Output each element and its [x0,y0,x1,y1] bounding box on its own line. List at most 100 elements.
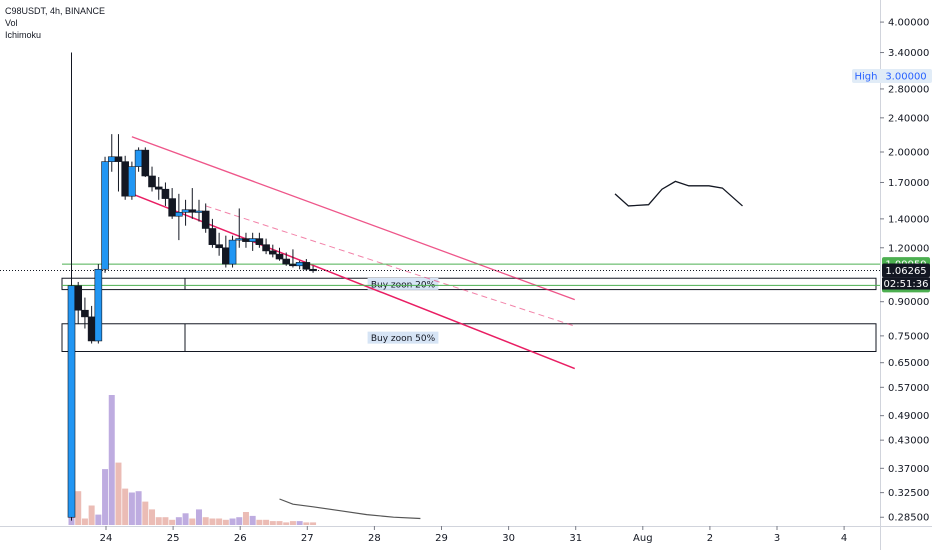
candle-body[interactable] [248,238,257,242]
candle-body[interactable] [81,309,89,318]
buy-zone-label: Buy zoon 50% [371,334,436,344]
x-tick-label: 29 [435,533,448,544]
channel-upper-line[interactable] [131,136,575,301]
candle-body[interactable] [74,285,83,311]
y-tick-label: 1.70000 [888,178,929,189]
volume-bar [162,517,169,525]
volume-bar [81,518,88,525]
y-tick-label: 0.90000 [888,297,929,308]
volume-bar [102,469,109,525]
x-tick-label: 2 [707,533,713,544]
x-tick-label: 26 [234,533,247,544]
channel-mid-line[interactable] [205,205,575,327]
candle-body[interactable] [262,244,270,252]
candle-body[interactable] [161,188,170,199]
volume-bar [269,521,276,525]
volume-bar [128,492,135,525]
buy-zone-label-bg [367,331,439,344]
candle-body[interactable] [107,156,116,162]
volume-ma-line [279,498,421,520]
volume-bar [256,519,263,525]
candle-body[interactable] [242,238,250,242]
volume-bar [216,518,223,525]
x-tick-label: 25 [167,533,180,544]
volume-bar [175,517,182,525]
candle-body[interactable] [148,175,156,188]
volume-bar [169,519,176,525]
volume-bar [249,515,256,525]
x-tick-label: Aug [633,533,653,544]
channel-lower-line[interactable] [131,193,576,370]
high-tag-bg[interactable] [852,69,932,84]
candle-body[interactable] [154,186,163,190]
volume-bar [296,521,303,525]
x-tick-label: 27 [301,533,314,544]
candle-body[interactable] [295,262,304,267]
candle-body[interactable] [255,238,264,245]
candle-body[interactable] [87,316,96,342]
candle-body[interactable] [309,268,317,272]
candle-body[interactable] [195,210,203,213]
volume-bar [95,514,102,525]
indicator-vol[interactable]: Vol [5,18,18,28]
volume-bar [209,518,216,525]
candle-body[interactable] [235,238,244,241]
candle-body[interactable] [114,156,123,162]
volume-bar [242,512,249,525]
volume-bar [75,491,82,525]
ichimoku-line [614,180,743,207]
volume-bar [122,488,129,525]
candle-body[interactable] [222,247,230,265]
candle-body[interactable] [121,161,129,197]
volume-bar [276,521,283,525]
buy-zone-2[interactable] [61,323,877,353]
x-tick-label: 28 [368,533,381,544]
countdown-bg [882,277,930,290]
y-tick-label: 0.65000 [888,358,929,369]
chart-legend: C98USDT, 4h, BINANCE Vol Ichimoku [5,5,105,41]
candle-body[interactable] [101,161,109,270]
volume-bar [115,462,122,525]
symbol-line[interactable]: C98USDT, 4h, BINANCE [5,6,106,16]
y-tick-label: 4.00000 [888,18,929,29]
volume-bar [303,522,310,525]
volume-bar [182,513,189,525]
high-tag-value: 3.00000 [885,72,926,83]
candle-body[interactable] [268,250,277,255]
candle-body[interactable] [141,149,150,177]
candle-body[interactable] [289,263,297,267]
candle-body[interactable] [282,258,291,265]
candle-body[interactable] [94,268,103,342]
candle-body[interactable] [168,198,176,217]
x-tick-label: 3 [774,533,780,544]
x-tick-label: 30 [502,533,515,544]
y-tick-label: 2.40000 [888,113,929,124]
candle-body[interactable] [128,166,136,197]
y-tick-label: 2.80000 [888,84,929,95]
y-tick-label: 0.32500 [888,488,929,499]
buy-zone-1[interactable] [61,277,877,291]
candle-body[interactable] [275,253,284,260]
y-tick-label: 0.75000 [888,331,929,342]
indicator-ichimoku[interactable]: Ichimoku [5,30,42,40]
candle-body[interactable] [134,149,143,167]
candle-body[interactable] [201,210,210,229]
candle-body[interactable] [208,228,217,245]
candle-body[interactable] [67,285,76,518]
x-tick-label: 4 [841,533,847,544]
candle-body[interactable] [215,244,223,249]
candle-body[interactable] [302,262,311,270]
candle-body[interactable] [188,209,197,213]
y-tick-label: 0.57000 [888,383,929,394]
x-tick-label: 31 [569,533,582,544]
y-tick-label: 1.20000 [888,243,929,254]
volume-bar [263,519,270,525]
volume-bar [189,518,196,525]
y-tick-label: 2.00000 [888,148,929,159]
candle-body[interactable] [181,209,190,213]
candle-body[interactable] [228,239,237,265]
candle-body[interactable] [175,211,183,217]
volume-bar [135,491,142,525]
